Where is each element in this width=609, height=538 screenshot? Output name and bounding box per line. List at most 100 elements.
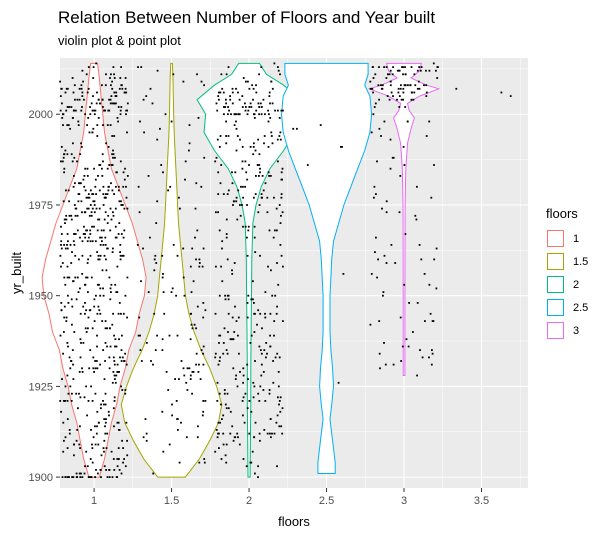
data-point (282, 109, 284, 112)
x-axis: 1 1.5 2 2.5 3 3.5 (91, 488, 489, 507)
data-point (78, 371, 81, 373)
data-point (109, 77, 111, 79)
data-point (224, 106, 227, 108)
data-point (105, 73, 107, 76)
data-point (85, 229, 87, 232)
data-point (89, 229, 92, 232)
data-point (75, 207, 78, 210)
data-point (162, 291, 165, 293)
data-point (220, 458, 223, 460)
data-point (221, 87, 224, 90)
data-point (170, 291, 173, 293)
data-point (340, 146, 342, 148)
data-point (262, 389, 265, 391)
data-point (280, 109, 283, 112)
data-point (264, 182, 267, 185)
data-point (261, 175, 264, 177)
data-point (72, 363, 74, 366)
data-point (70, 298, 73, 301)
data-point (236, 218, 239, 221)
data-point (274, 356, 277, 359)
data-point (202, 352, 204, 355)
data-point (72, 185, 75, 188)
data-point (255, 175, 257, 177)
data-point (281, 211, 284, 214)
data-point (99, 469, 102, 471)
data-point (126, 131, 128, 134)
data-point (375, 193, 377, 195)
data-point (103, 218, 106, 221)
data-point (216, 109, 219, 112)
data-point (171, 414, 173, 417)
data-point (81, 91, 84, 94)
data-point (246, 363, 249, 366)
data-point (105, 269, 108, 272)
data-point (198, 262, 201, 264)
data-point (247, 294, 250, 297)
data-point (385, 262, 388, 264)
data-point (114, 156, 116, 159)
data-point (261, 196, 263, 199)
data-point (259, 102, 262, 105)
data-point (103, 254, 106, 257)
data-point (61, 117, 64, 119)
data-point (69, 244, 72, 246)
data-point (170, 120, 173, 123)
data-point (64, 222, 66, 224)
data-point (214, 450, 217, 453)
data-point (63, 167, 66, 170)
data-point (435, 247, 438, 250)
data-point (253, 302, 255, 304)
data-point (253, 385, 256, 388)
data-point (87, 236, 90, 239)
data-point (89, 254, 92, 257)
data-point (270, 436, 272, 439)
data-point (117, 233, 120, 235)
data-point (382, 291, 385, 293)
data-point (392, 66, 394, 68)
data-point (238, 443, 241, 446)
data-point (178, 461, 181, 464)
data-point (101, 320, 104, 322)
data-point (431, 352, 434, 355)
data-point (231, 91, 234, 94)
data-point (63, 153, 65, 156)
data-point (182, 247, 185, 250)
data-point (74, 182, 76, 185)
data-point (147, 175, 150, 177)
data-point (196, 436, 199, 439)
data-point (82, 178, 85, 181)
data-point (105, 418, 107, 420)
data-point (198, 363, 200, 366)
data-point (257, 392, 260, 395)
data-point (121, 334, 123, 337)
data-point (66, 265, 69, 268)
data-point (258, 432, 261, 435)
data-point (256, 323, 258, 326)
data-point (114, 378, 116, 380)
data-point (116, 465, 119, 468)
data-point (429, 312, 432, 315)
data-point (92, 127, 95, 130)
data-point (435, 69, 437, 72)
data-point (136, 244, 139, 246)
data-point (121, 87, 124, 90)
data-point (182, 367, 185, 370)
data-point (121, 254, 124, 257)
data-point (114, 283, 117, 286)
data-point (115, 291, 118, 293)
data-point (61, 102, 63, 105)
data-point (68, 200, 70, 203)
data-point (102, 185, 105, 188)
data-point (202, 247, 205, 250)
data-point (246, 407, 249, 410)
data-point (105, 258, 107, 261)
data-point (260, 363, 263, 366)
data-point (244, 392, 247, 395)
data-point (91, 225, 93, 228)
data-point (258, 400, 261, 402)
data-point (397, 87, 400, 90)
data-point (73, 109, 75, 112)
data-point (253, 331, 256, 333)
